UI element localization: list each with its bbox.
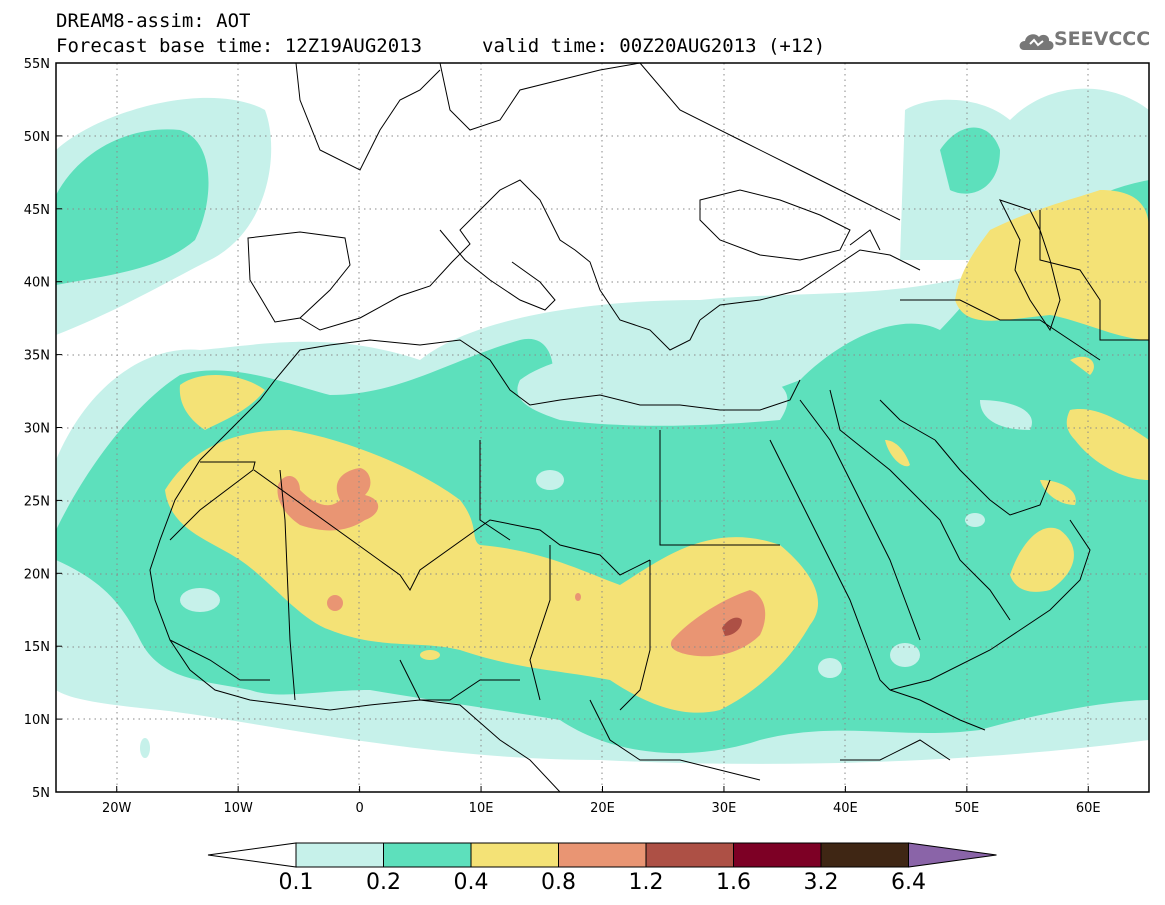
colorbar-swatch	[383, 842, 472, 868]
lon-tick-label: 50E	[954, 801, 979, 816]
aot-contours	[56, 63, 1149, 792]
lat-tick-label: 55N	[24, 57, 50, 72]
lat-tick-label: 40N	[24, 276, 50, 291]
colorbar-under-arrow	[207, 842, 297, 868]
colorbar-level-label: 1.6	[716, 870, 751, 895]
colorbar-swatch	[295, 842, 384, 868]
lat-tick-label: 25N	[24, 494, 50, 509]
colorbar-level-label: 0.4	[453, 870, 489, 895]
axis-ticks: 20W 10W 0 10E 20E 30E 40E 50E 60E 55N 50N 45N 40N 35N…	[24, 57, 1101, 816]
colorbar-level-label: 3.2	[803, 870, 839, 895]
lon-tick-label: 30E	[712, 801, 737, 816]
colorbar-swatch	[820, 842, 909, 868]
colorbar-over-arrow	[908, 842, 997, 868]
colorbar-level-label: 6.4	[891, 870, 926, 895]
colorbar	[207, 842, 997, 868]
lon-tick-label: 20E	[590, 801, 615, 816]
contour-holes	[180, 353, 1032, 678]
cloud-logo-icon	[1019, 34, 1054, 50]
lat-tick-label: 50N	[24, 130, 50, 145]
lon-tick-label: 20W	[102, 801, 132, 816]
colorbar-level-label: 0.2	[366, 870, 401, 895]
colorbar-level-label: 0.8	[541, 870, 576, 895]
colorbar-swatch	[470, 842, 559, 868]
forecast-base-time: Forecast base time: 12Z19AUG2013	[56, 35, 423, 57]
contour-0-8	[277, 468, 766, 657]
title-line1: DREAM8-assim: AOT	[56, 10, 251, 32]
valid-time: valid time: 00Z20AUG2013 (+12)	[482, 35, 826, 57]
lat-tick-label: 20N	[24, 567, 50, 582]
contour-1-2	[722, 617, 742, 636]
lat-tick-label: 45N	[24, 203, 50, 218]
lat-tick-label: 35N	[24, 349, 50, 364]
lat-tick-label: 5N	[32, 786, 50, 801]
colorbar-swatch	[645, 842, 734, 868]
lon-tick-label: 10W	[223, 801, 253, 816]
lon-tick-label: 10E	[469, 801, 494, 816]
colorbar-swatch	[558, 842, 647, 868]
colorbar-level-label: 1.2	[628, 870, 664, 895]
lon-tick-label: 0	[355, 801, 363, 816]
lat-tick-label: 15N	[24, 640, 50, 655]
coastlines	[149, 63, 1149, 792]
colorbar-swatch	[733, 842, 822, 868]
graticule	[56, 63, 1149, 792]
lon-tick-label: 40E	[833, 801, 858, 816]
lat-tick-label: 30N	[24, 422, 50, 437]
lat-tick-label: 10N	[24, 713, 50, 728]
lon-tick-label: 60E	[1076, 801, 1101, 816]
logo-text: SEEVCCC	[1054, 28, 1151, 50]
colorbar-level-label: 0.1	[278, 870, 314, 895]
